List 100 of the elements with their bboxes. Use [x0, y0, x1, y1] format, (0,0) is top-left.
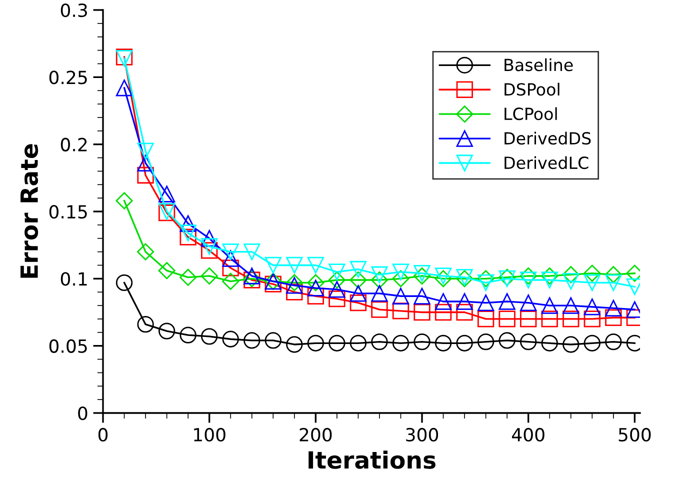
- point: [498, 310, 516, 328]
- point: [180, 326, 196, 344]
- point: [201, 242, 218, 259]
- point: [562, 297, 580, 314]
- x-tick-label: 100: [194, 428, 226, 442]
- point: [562, 310, 580, 328]
- point: [434, 293, 452, 310]
- point: [180, 268, 197, 286]
- point: [477, 333, 494, 350]
- x-tick-label: 200: [300, 428, 332, 442]
- point: [286, 336, 303, 353]
- point: [201, 230, 218, 247]
- point: [477, 274, 494, 292]
- point: [520, 333, 537, 350]
- point: [286, 256, 303, 274]
- point: [137, 316, 154, 333]
- point: [307, 274, 324, 292]
- point: [434, 334, 452, 352]
- point: [286, 284, 303, 300]
- x-tick-label: 500: [618, 428, 651, 442]
- point: [286, 274, 303, 292]
- legend-label: DerivedLC: [504, 156, 588, 170]
- point: [328, 281, 346, 298]
- point: [244, 332, 260, 349]
- point: [520, 294, 537, 312]
- point: [222, 330, 239, 348]
- y-axis-title: Error Rate: [20, 144, 38, 278]
- point: [180, 215, 196, 232]
- point: [541, 267, 558, 285]
- point: [584, 298, 600, 316]
- point: [562, 266, 580, 284]
- point: [350, 294, 367, 312]
- point: [562, 336, 580, 353]
- point: [307, 256, 324, 274]
- point: [414, 264, 430, 282]
- point: [605, 274, 622, 292]
- point: [244, 268, 260, 284]
- point: [520, 310, 537, 328]
- point: [584, 264, 601, 282]
- point: [180, 224, 196, 242]
- point: [286, 277, 303, 294]
- point: [414, 333, 430, 350]
- point: [414, 304, 430, 321]
- point: [414, 288, 430, 304]
- point: [605, 309, 622, 326]
- legend-label: DSPool: [504, 82, 560, 96]
- point: [456, 334, 473, 352]
- point: [371, 333, 388, 350]
- point: [477, 294, 494, 312]
- legend-label: DerivedDS: [504, 132, 591, 145]
- y-tick-label: 0.1: [60, 272, 87, 286]
- y-tick-label: 0.2: [60, 138, 87, 152]
- point: [158, 186, 176, 202]
- point: [520, 272, 537, 288]
- point: [371, 285, 388, 302]
- point: [137, 166, 154, 184]
- x-tick-label: 0: [98, 428, 108, 442]
- point: [350, 334, 367, 352]
- point: [222, 272, 240, 290]
- x-tick-label: 300: [406, 428, 438, 442]
- point: [350, 271, 367, 289]
- point: [307, 334, 324, 352]
- point: [392, 302, 410, 320]
- point: [158, 322, 176, 340]
- point: [434, 304, 452, 321]
- point: [370, 271, 388, 289]
- point: [477, 270, 494, 288]
- point: [584, 274, 600, 292]
- point: [116, 80, 133, 96]
- point: [116, 192, 133, 210]
- point: [541, 334, 558, 352]
- point: [584, 334, 600, 352]
- point: [136, 243, 154, 260]
- point: [222, 243, 239, 260]
- point: [605, 333, 622, 350]
- point: [158, 262, 176, 280]
- point: [605, 300, 622, 317]
- point: [180, 228, 196, 246]
- point: [137, 154, 154, 172]
- y-tick-label: 0.25: [49, 70, 87, 84]
- point: [541, 272, 558, 288]
- point: [201, 238, 218, 255]
- legend-label: LCPool: [504, 107, 557, 120]
- point: [413, 267, 431, 285]
- point: [392, 270, 410, 288]
- legend-label: Baseline: [504, 58, 573, 72]
- point: [200, 267, 218, 285]
- point: [434, 268, 452, 284]
- point: [328, 264, 346, 280]
- point: [371, 301, 388, 318]
- point: [456, 304, 473, 321]
- point: [222, 260, 239, 276]
- point: [201, 328, 218, 345]
- point: [222, 250, 239, 267]
- point: [392, 264, 410, 280]
- x-axis-title: Iterations: [308, 450, 436, 469]
- point: [371, 266, 388, 283]
- y-tick-label: 0: [78, 406, 88, 420]
- point: [137, 142, 154, 160]
- point: [520, 267, 537, 285]
